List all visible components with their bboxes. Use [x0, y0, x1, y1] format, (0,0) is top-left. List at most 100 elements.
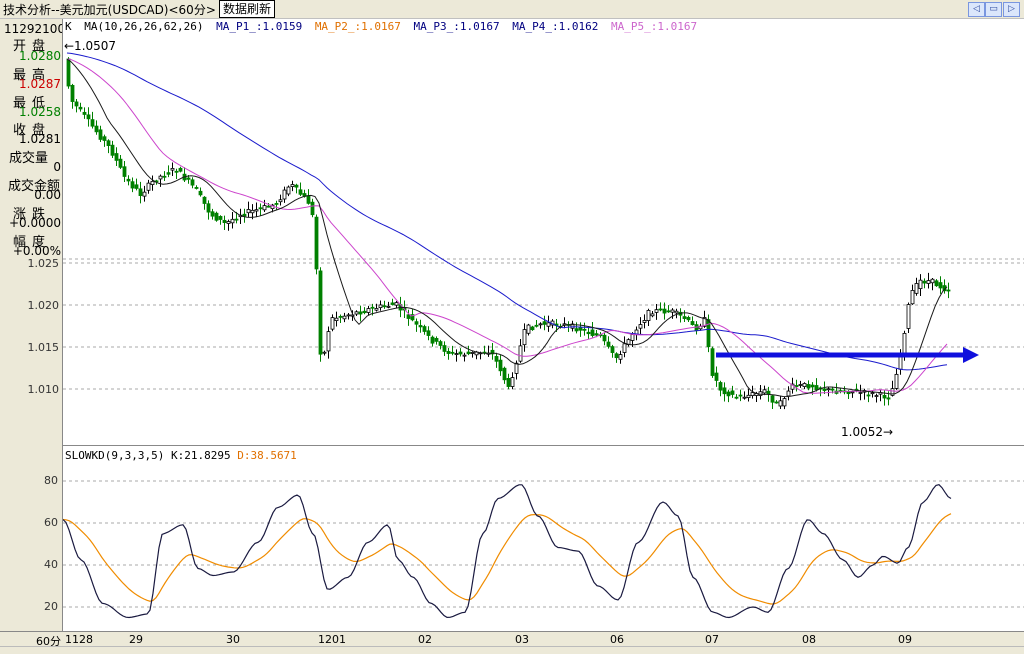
kd-chart: [63, 480, 1024, 619]
kd-name: SLOWKD(9,3,3,5): [65, 449, 165, 462]
candle-body: [930, 278, 935, 284]
candle-body: [318, 270, 323, 355]
candle-body: [794, 385, 799, 388]
candle-body: [674, 310, 679, 314]
candle-body: [278, 199, 283, 203]
candle-body: [210, 211, 215, 217]
candle-body: [366, 308, 371, 313]
candle-body: [246, 209, 251, 214]
ma-long-line: [66, 52, 948, 371]
time-axis: 60分 1128 29 30 1201 02 03 06 07 08 09: [0, 631, 1024, 648]
candle-body: [146, 182, 151, 191]
kd-k-value: K:21.8295: [170, 449, 231, 462]
quote-code: 11292100: [4, 22, 66, 36]
kd-axis: 80 60 40 20: [0, 446, 63, 631]
candle-body: [594, 333, 599, 336]
candle-body: [426, 330, 431, 336]
candle-body: [114, 153, 119, 161]
candle-body: [894, 373, 899, 389]
volume-value: 0: [53, 160, 61, 174]
high-label: 最高: [13, 68, 52, 83]
candle-body: [78, 106, 83, 110]
status-bar: [0, 646, 1024, 654]
kd-tick: 80: [44, 474, 58, 487]
price-tick: 1.015: [27, 341, 60, 354]
candle-body: [462, 354, 467, 357]
candle-body: [110, 144, 115, 156]
candle-body: [342, 315, 347, 320]
price-tick: 1.010: [27, 383, 60, 396]
candle-body: [590, 329, 595, 336]
candle-body: [306, 195, 311, 204]
change-label: 涨跌: [13, 207, 52, 222]
candle-body: [442, 345, 447, 352]
candle-body: [750, 392, 755, 396]
candle-body: [130, 181, 135, 189]
candle-body: [858, 392, 863, 394]
candle-body: [358, 311, 363, 315]
candle-body: [470, 352, 475, 354]
candle-body: [414, 321, 419, 325]
candle-body: [126, 178, 131, 182]
candle-body: [170, 168, 175, 171]
close-value: 1.0281: [19, 132, 61, 146]
candle-body: [622, 343, 627, 353]
candle-body: [250, 209, 255, 214]
kd-d-line: [63, 513, 952, 605]
candle-body: [814, 385, 819, 391]
candle-body: [810, 384, 815, 388]
candle-body: [294, 184, 299, 188]
candle-body: [418, 325, 423, 328]
candle-body: [802, 383, 807, 387]
kd-panel[interactable]: SLOWKD(9,3,3,5) K:21.8295 D:38.5671: [62, 446, 1024, 631]
candle-body: [690, 321, 695, 326]
time-tick: 29: [129, 633, 143, 646]
candle-body: [234, 218, 239, 221]
candle-body: [134, 184, 139, 189]
candle-body: [226, 221, 231, 224]
amount-label: 成交金额: [8, 179, 61, 194]
time-tick: 1201: [318, 633, 346, 646]
candle-body: [870, 392, 875, 395]
candle-body: [322, 351, 327, 354]
candle-body: [430, 336, 435, 344]
title-bar: 技术分析--美元加元(USDCAD)<60分> 数据刷新 ◁ ▭ ▷: [0, 0, 1024, 19]
change-value: +0.0000: [8, 216, 61, 230]
price-tick: 1.025: [27, 257, 60, 270]
candle-body: [86, 114, 91, 120]
ma-mid-line: [66, 58, 948, 394]
candle-body: [162, 175, 167, 178]
candle-body: [282, 189, 287, 200]
candle-body: [90, 119, 95, 127]
open-label: 开盘: [13, 39, 52, 54]
candle-body: [766, 390, 771, 395]
next-icon[interactable]: ▷: [1003, 2, 1020, 17]
candle-body: [410, 314, 415, 321]
candle-body: [422, 326, 427, 332]
candle-body: [142, 191, 147, 197]
candle-body: [874, 395, 879, 397]
candle-body: [686, 317, 691, 321]
time-tick: 08: [802, 633, 816, 646]
candle-body: [514, 362, 519, 374]
candle-body: [158, 175, 163, 180]
candle-body: [374, 308, 379, 311]
candle-body: [174, 170, 179, 173]
candle-body: [738, 394, 743, 397]
candle-body: [662, 308, 667, 314]
candle-body: [214, 212, 219, 221]
prev-icon[interactable]: ◁: [968, 2, 985, 17]
candle-body: [606, 341, 611, 347]
candle-body: [314, 216, 319, 270]
candle-body: [362, 310, 367, 314]
candle-body: [266, 205, 271, 208]
restore-icon[interactable]: ▭: [985, 2, 1002, 17]
candle-body: [546, 322, 551, 327]
candle-body: [798, 384, 803, 386]
candle-body: [338, 315, 343, 318]
candle-body: [458, 351, 463, 355]
kline-panel[interactable]: K MA(10,26,26,62,26) MA_P1_:1.0159 MA_P2…: [62, 19, 1024, 445]
candle-body: [922, 280, 927, 284]
candle-body: [846, 391, 851, 395]
refresh-data-button[interactable]: 数据刷新: [219, 0, 276, 18]
